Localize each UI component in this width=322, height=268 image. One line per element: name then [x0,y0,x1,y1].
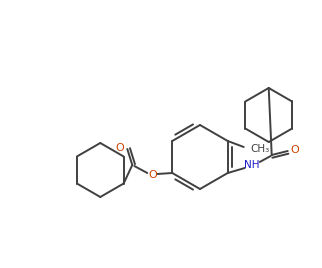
Text: O: O [115,143,124,153]
Text: O: O [148,170,157,180]
Text: O: O [290,145,299,155]
Text: CH₃: CH₃ [251,144,270,154]
Text: NH: NH [244,160,260,170]
